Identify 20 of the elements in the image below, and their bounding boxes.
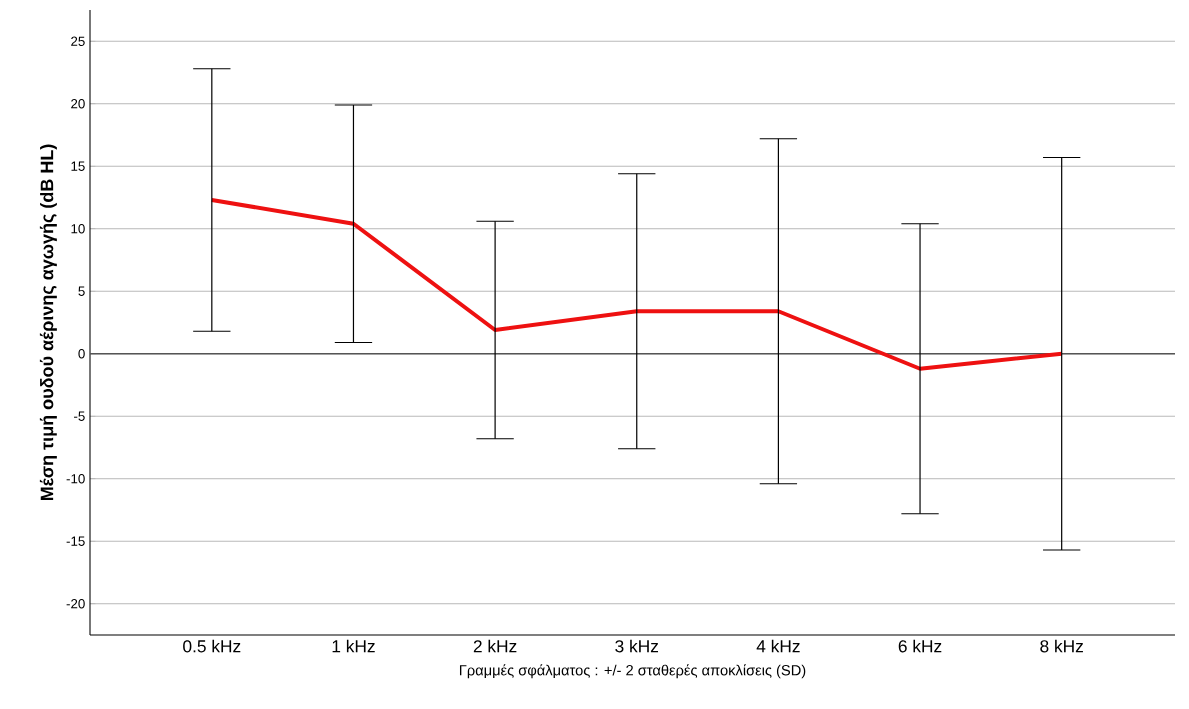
- x-tick-label: 3 kHz: [615, 639, 659, 653]
- x-tick-label: 1 kHz: [332, 639, 375, 653]
- line-series: [209, 197, 1064, 371]
- y-tick-label: -15: [66, 536, 85, 546]
- y-tick-label: 20: [71, 99, 85, 109]
- y-tick-label: -20: [66, 599, 85, 609]
- y-tick-label: 25: [71, 36, 85, 46]
- y-tick-label: 5: [78, 286, 85, 296]
- y-tick-label: -5: [74, 411, 85, 421]
- x-tick-label: 2 kHz: [473, 639, 517, 653]
- x-axis-title: Γραμμές σφάλματος : +/- 2 σταθερές αποκλίσεις (SD): [459, 664, 806, 679]
- x-tick-label: 6 kHz: [898, 639, 942, 653]
- y-tick-label: 10: [71, 224, 85, 234]
- x-tick-label: 4 kHz: [756, 639, 800, 653]
- x-tick-label: 0.5 kHz: [183, 639, 241, 653]
- y-tick-label: 15: [71, 161, 85, 171]
- y-tick-label: 0: [78, 349, 85, 359]
- y-tick-label: -10: [66, 474, 85, 484]
- x-tick-label: 8 kHz: [1040, 639, 1083, 653]
- y-axis-title: Μέση τιμή ουδού αέρινης αγωγής (dB HL): [39, 144, 57, 501]
